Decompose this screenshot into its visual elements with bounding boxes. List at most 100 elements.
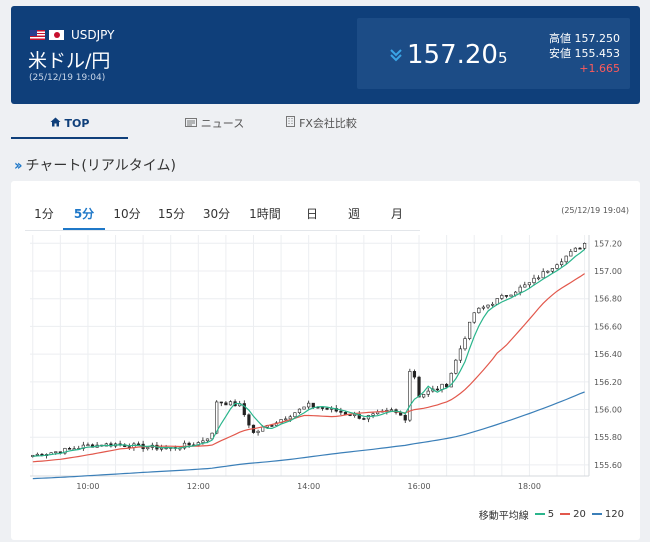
candle-body bbox=[86, 444, 90, 447]
y-tick-label: 156.00 bbox=[594, 406, 622, 415]
candle-body bbox=[500, 295, 504, 299]
jp-flag-icon bbox=[49, 30, 64, 40]
candle-body bbox=[481, 306, 486, 309]
low-label: 安値 bbox=[549, 47, 571, 60]
price-box: 157.205 高値 157.250 安値 155.453 +1.665 bbox=[357, 18, 630, 89]
tab-news[interactable]: ニュース bbox=[156, 113, 273, 139]
current-price: 157.205 bbox=[407, 40, 508, 70]
candle-body bbox=[353, 414, 357, 416]
candle-body bbox=[578, 247, 582, 250]
price-stats: 高値 157.250 安値 155.453 +1.665 bbox=[549, 31, 620, 76]
candle-body bbox=[422, 394, 426, 398]
candle-body bbox=[136, 443, 141, 446]
candle-body bbox=[256, 430, 260, 433]
main-tabs: TOP ニュース FX会社比較 bbox=[11, 113, 640, 139]
candle-body bbox=[408, 371, 412, 421]
range-month[interactable]: 月 bbox=[390, 207, 403, 221]
currency-flags: USDJPY bbox=[30, 28, 114, 42]
candle-body bbox=[242, 403, 246, 416]
candle-body bbox=[284, 418, 288, 421]
newspaper-icon bbox=[184, 113, 197, 135]
candle-body bbox=[146, 447, 150, 450]
candle-body bbox=[486, 304, 490, 308]
candle-body bbox=[54, 451, 58, 454]
range-30m[interactable]: 30分 bbox=[202, 207, 231, 221]
range-15m[interactable]: 15分 bbox=[157, 207, 186, 221]
ma5-line bbox=[32, 248, 585, 457]
candle-body bbox=[546, 270, 550, 273]
range-week[interactable]: 週 bbox=[347, 207, 360, 221]
down-arrow-icon bbox=[390, 48, 402, 66]
candle-body bbox=[532, 277, 536, 283]
candle-body bbox=[389, 409, 394, 412]
candle-body bbox=[440, 383, 444, 390]
candle-body bbox=[261, 426, 265, 432]
price-small-digit: 5 bbox=[497, 49, 508, 67]
legend-item-ma120: 120 bbox=[591, 509, 624, 520]
header-timestamp: (25/12/19 19:04) bbox=[29, 73, 106, 83]
candle-body bbox=[412, 371, 417, 378]
candle-body bbox=[523, 284, 527, 288]
candle-body bbox=[573, 247, 577, 252]
candle-body bbox=[536, 277, 541, 280]
candle-body bbox=[311, 402, 315, 408]
y-tick-label: 156.80 bbox=[594, 295, 622, 304]
home-icon bbox=[50, 113, 61, 135]
candle-body bbox=[527, 282, 532, 286]
candle-body bbox=[325, 407, 329, 410]
tab-fx-compare[interactable]: FX会社比較 bbox=[263, 113, 380, 139]
range-10m[interactable]: 10分 bbox=[113, 207, 141, 221]
ma20-line bbox=[32, 273, 585, 463]
ma120-line bbox=[32, 391, 585, 480]
tab-fx-compare-label: FX会社比較 bbox=[299, 117, 357, 130]
chart-card: 1分 5分 10分 15分 30分 1時間 日 週 月 (25/12/19 19… bbox=[11, 181, 640, 540]
price-change: +1.665 bbox=[579, 62, 620, 75]
candle-body bbox=[445, 383, 449, 388]
candle-body bbox=[63, 448, 67, 454]
candle-body bbox=[509, 294, 513, 297]
high-label: 高値 bbox=[549, 32, 571, 45]
y-tick-label: 156.20 bbox=[594, 378, 622, 387]
range-5m[interactable]: 5分 bbox=[63, 199, 105, 230]
pair-name: 米ドル/円 bbox=[28, 50, 111, 72]
tab-top[interactable]: TOP bbox=[11, 113, 128, 139]
candle-body bbox=[228, 401, 233, 406]
candle-body bbox=[477, 307, 481, 314]
chart-timestamp: (25/12/19 19:04) bbox=[561, 206, 629, 215]
candle-body bbox=[426, 390, 430, 395]
candle-body bbox=[518, 286, 522, 293]
candle-body bbox=[454, 359, 458, 374]
candle-body bbox=[403, 414, 407, 421]
tab-top-label: TOP bbox=[64, 117, 90, 130]
candle-body bbox=[449, 372, 453, 388]
candle-body bbox=[35, 453, 39, 456]
quote-header: USDJPY 米ドル/円 (25/12/19 19:04) 157.205 高値… bbox=[11, 6, 640, 104]
building-icon bbox=[286, 113, 296, 135]
candle-body bbox=[320, 407, 325, 409]
candle-body bbox=[339, 410, 343, 413]
range-1h[interactable]: 1時間 bbox=[249, 207, 281, 221]
range-day[interactable]: 日 bbox=[305, 207, 318, 221]
candle-body bbox=[247, 414, 251, 426]
candle-body bbox=[362, 418, 366, 420]
x-tick-label: 16:00 bbox=[408, 482, 431, 491]
candle-body bbox=[541, 271, 545, 279]
range-tabs: 1分 5分 10分 15分 30分 1時間 日 週 月 bbox=[25, 199, 420, 231]
legend-label: 120 bbox=[604, 509, 624, 520]
double-chevron-icon: ›› bbox=[14, 158, 22, 174]
range-1m[interactable]: 1分 bbox=[34, 207, 54, 221]
candle-body bbox=[205, 438, 210, 442]
y-tick-label: 157.20 bbox=[594, 239, 622, 248]
x-tick-label: 10:00 bbox=[76, 482, 99, 491]
legend-label: 20 bbox=[573, 509, 586, 520]
candle-body bbox=[582, 243, 587, 249]
legend-item-ma5: 5 bbox=[534, 509, 554, 520]
pair-code: USDJPY bbox=[71, 28, 115, 42]
candle-body bbox=[67, 448, 72, 450]
candle-body bbox=[458, 348, 463, 361]
legend-item-ma20: 20 bbox=[560, 509, 586, 520]
candle-body bbox=[495, 298, 499, 305]
candle-body bbox=[215, 401, 219, 434]
y-tick-label: 156.40 bbox=[594, 350, 622, 359]
price-chart: 155.60 155.80 156.00 156.20 156.40 156.60 156.… bbox=[30, 235, 622, 491]
